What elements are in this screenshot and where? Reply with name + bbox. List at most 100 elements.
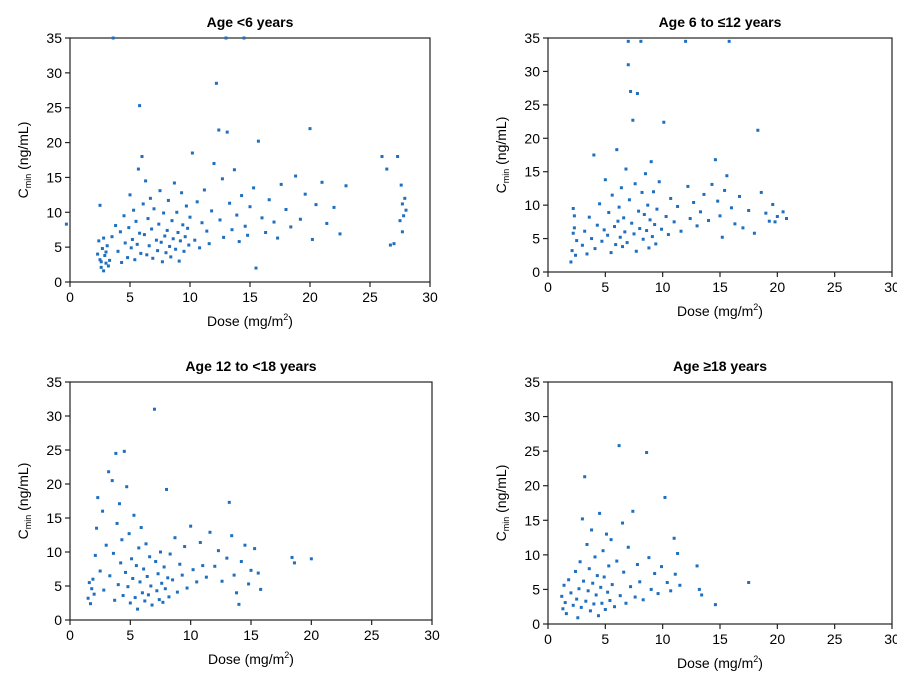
data-point (284, 207, 288, 211)
data-point (625, 241, 629, 245)
data-point (676, 204, 680, 208)
data-point (697, 587, 701, 591)
data-point (163, 587, 167, 591)
data-point (188, 215, 192, 219)
data-point (716, 199, 720, 203)
data-point (96, 252, 100, 256)
data-point (144, 179, 148, 183)
data-point (217, 128, 221, 132)
data-point (172, 181, 176, 185)
y-tick-label: 20 (524, 478, 540, 494)
data-point (276, 236, 280, 240)
data-point (126, 256, 130, 260)
data-point (653, 572, 657, 576)
data-point (635, 91, 639, 95)
data-point (622, 216, 626, 220)
data-point (720, 235, 724, 239)
data-point (144, 542, 148, 546)
data-point (606, 233, 610, 237)
y-tick-label: 15 (46, 169, 62, 185)
x-tick-label: 0 (66, 627, 74, 643)
y-tick-label: 30 (46, 65, 62, 81)
data-point (218, 218, 222, 222)
data-point (156, 572, 160, 576)
data-point (669, 589, 673, 593)
data-point (126, 585, 130, 589)
data-point (108, 574, 112, 578)
data-point (727, 39, 731, 43)
points-group (569, 39, 789, 264)
data-point (159, 240, 163, 244)
data-point (156, 249, 160, 253)
data-point (247, 582, 251, 586)
data-point (178, 562, 182, 566)
data-point (609, 538, 613, 542)
data-point (631, 509, 635, 513)
data-point (134, 564, 138, 568)
data-point (638, 580, 642, 584)
data-point (140, 155, 144, 159)
data-point (161, 600, 165, 604)
data-point (571, 206, 575, 210)
data-point (400, 202, 404, 206)
data-point (645, 451, 649, 455)
data-point (310, 237, 314, 241)
data-point (145, 253, 149, 257)
data-point (202, 188, 206, 192)
y-axis-label: Cmin (ng/mL) (15, 463, 33, 540)
data-point (403, 196, 407, 200)
data-point (577, 587, 581, 591)
data-point (308, 127, 312, 131)
data-point (230, 534, 234, 538)
data-point (208, 530, 212, 534)
data-point (152, 407, 156, 411)
data-point (649, 587, 653, 591)
data-point (239, 560, 243, 564)
y-tick-label: 25 (46, 442, 62, 458)
y-tick-label: 5 (532, 581, 540, 597)
data-point (252, 186, 256, 190)
data-point (624, 601, 628, 605)
data-point (655, 207, 659, 211)
data-point (260, 216, 264, 220)
data-point (198, 540, 202, 544)
data-point (626, 39, 630, 43)
data-point (175, 590, 179, 594)
data-point (741, 226, 745, 230)
data-point (595, 574, 599, 578)
data-point (572, 226, 576, 230)
data-point (290, 555, 294, 559)
data-point (116, 249, 120, 253)
data-point (775, 215, 779, 219)
data-point (639, 39, 643, 43)
data-point (125, 485, 129, 489)
data-point (599, 585, 603, 589)
data-point (132, 513, 136, 517)
data-point (610, 583, 614, 587)
data-point (637, 209, 641, 213)
data-point (143, 599, 147, 603)
data-point (119, 561, 123, 565)
data-point (106, 264, 110, 268)
data-point (120, 538, 124, 542)
data-point (665, 581, 669, 585)
x-tick-label: 20 (302, 289, 318, 305)
data-point (660, 565, 664, 569)
data-point (102, 588, 106, 592)
data-point (163, 234, 167, 238)
x-tick-label: 15 (243, 627, 259, 643)
data-point (142, 233, 146, 237)
data-point (187, 243, 191, 247)
data-point (176, 231, 180, 235)
panel-title: Age <6 years (207, 14, 294, 30)
data-point (771, 202, 775, 206)
data-point (220, 579, 224, 583)
data-point (718, 214, 722, 218)
data-point (237, 240, 241, 244)
data-point (729, 206, 733, 210)
data-point (767, 219, 771, 223)
data-point (294, 174, 298, 178)
data-point (563, 601, 567, 605)
panel-1: Age <6 years 0 5 10 15 20 25 30 0 5 10 15 20 25 30 35 Do… (15, 14, 438, 329)
y-axis-label: Cmin (ng/mL) (493, 117, 511, 194)
